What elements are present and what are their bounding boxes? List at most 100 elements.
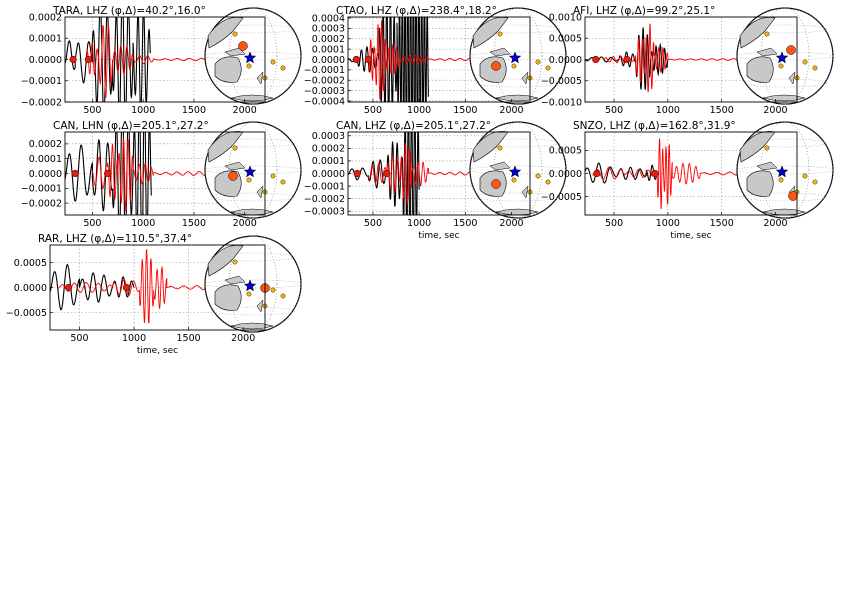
arrival-marker-1 xyxy=(84,55,92,64)
land-asia xyxy=(472,131,509,163)
land-asia xyxy=(207,131,244,163)
globe-inset xyxy=(469,7,567,105)
station-dot-2 xyxy=(280,65,286,71)
land-antarctica xyxy=(230,208,274,216)
source-star-icon xyxy=(243,279,257,292)
station-dot-4 xyxy=(246,63,252,69)
x-axis-label: time, sec xyxy=(137,346,178,356)
globe-inset xyxy=(736,121,834,219)
y-tick-label: −0.0004 xyxy=(304,96,345,107)
x-tick-label: 1500 xyxy=(710,218,734,229)
station-dot-0 xyxy=(232,31,238,37)
x-tick-label: 1000 xyxy=(407,218,431,229)
x-tick-label: 1000 xyxy=(656,105,680,116)
parallel-0 xyxy=(743,138,827,148)
recording-station xyxy=(238,41,248,51)
y-tick-label: 0.0003 xyxy=(312,131,345,142)
land-asia xyxy=(739,131,776,163)
parallel-0 xyxy=(476,24,560,34)
meridian-2 xyxy=(760,7,810,105)
parallel-0 xyxy=(211,138,295,148)
station-dot-1 xyxy=(535,173,541,179)
station-dot-1 xyxy=(802,59,808,65)
land-antarctica xyxy=(230,322,274,330)
recording-station xyxy=(228,171,238,181)
land-newzealand xyxy=(788,71,796,85)
y-tick-label: 0.0000 xyxy=(14,283,47,294)
y-tick-label: −0.0001 xyxy=(21,76,62,87)
source-star-icon xyxy=(775,51,789,64)
globe-inset xyxy=(204,7,302,105)
parallel-2 xyxy=(211,78,295,88)
station-dot-0 xyxy=(232,259,238,265)
recording-station xyxy=(491,179,501,189)
y-tick-label: 0.0002 xyxy=(29,12,62,23)
arrival-marker-0 xyxy=(352,55,360,64)
x-tick-label: 500 xyxy=(364,105,382,116)
station-dot-4 xyxy=(246,291,252,297)
x-tick-label: 1000 xyxy=(122,333,146,344)
x-axis-label: time, sec xyxy=(418,231,459,241)
x-tick-label: 1000 xyxy=(131,218,155,229)
x-tick-label: 500 xyxy=(364,218,382,229)
x-tick-label: 1500 xyxy=(453,218,477,229)
observed-trace xyxy=(348,17,429,102)
y-tick-label: −0.0002 xyxy=(21,198,62,209)
land-asia xyxy=(207,245,244,277)
land-australia xyxy=(214,284,242,311)
land-newzealand xyxy=(521,71,529,85)
station-dot-1 xyxy=(270,59,276,65)
panel-title: TARA, LHZ (φ,Δ)=40.2°,16.0° xyxy=(52,5,206,17)
x-tick-label: 500 xyxy=(70,333,88,344)
source-star-icon xyxy=(243,51,257,64)
observed-trace xyxy=(585,162,658,184)
parallel-0 xyxy=(211,24,295,34)
meridian-2 xyxy=(228,121,278,219)
land-antarctica xyxy=(495,94,539,102)
arrival-marker-0 xyxy=(593,169,601,178)
y-tick-label: 0.0005 xyxy=(549,34,582,45)
y-tick-label: −0.0003 xyxy=(304,86,345,97)
x-tick-label: 1500 xyxy=(453,105,477,116)
y-tick-label: −0.0005 xyxy=(541,192,582,203)
parallel-0 xyxy=(211,252,295,262)
land-newguinea xyxy=(489,47,511,57)
y-tick-label: 0.0001 xyxy=(312,156,345,167)
arrival-marker-0 xyxy=(592,55,600,64)
land-newguinea xyxy=(224,275,246,285)
parallel-0 xyxy=(476,138,560,148)
station-dot-0 xyxy=(764,145,770,151)
parallel-2 xyxy=(211,306,295,316)
panel-title: CAN, LHN (φ,Δ)=205.1°,27.2° xyxy=(53,120,209,132)
land-newguinea xyxy=(756,161,778,171)
station-dot-2 xyxy=(545,179,551,185)
globe-inset xyxy=(204,121,302,219)
x-tick-label: 500 xyxy=(605,105,623,116)
y-tick-label: −0.0001 xyxy=(304,181,345,192)
y-tick-label: −0.0005 xyxy=(541,76,582,87)
y-tick-label: 0.0005 xyxy=(549,146,582,157)
land-newguinea xyxy=(224,161,246,171)
land-asia xyxy=(207,17,244,49)
y-tick-label: 0.0001 xyxy=(312,44,345,55)
panel-title: CAN, LHZ (φ,Δ)=205.1°,27.2° xyxy=(336,120,491,132)
meridian-2 xyxy=(760,121,810,219)
station-dot-1 xyxy=(270,287,276,293)
land-newzealand xyxy=(256,185,264,199)
x-tick-label: 1500 xyxy=(182,105,206,116)
station-dot-0 xyxy=(497,31,503,37)
y-tick-label: 0.0000 xyxy=(312,55,345,66)
meridian-2 xyxy=(228,7,278,105)
observed-trace xyxy=(65,17,151,102)
station-dot-4 xyxy=(778,63,784,69)
x-tick-label: 1500 xyxy=(710,105,734,116)
observed-trace xyxy=(65,132,152,215)
panel-2: 500 1000 1500 2000 −0.0010 −0.0005 0.0000 0.000… xyxy=(541,5,834,116)
x-tick-label: 2000 xyxy=(233,105,257,116)
panel-title: CTAO, LHZ (φ,Δ)=238.4°,18.2° xyxy=(336,5,497,17)
station-dot-4 xyxy=(246,177,252,183)
y-tick-label: 0.0001 xyxy=(29,34,62,45)
arrival-marker-0 xyxy=(353,169,361,178)
station-dot-2 xyxy=(280,179,286,185)
